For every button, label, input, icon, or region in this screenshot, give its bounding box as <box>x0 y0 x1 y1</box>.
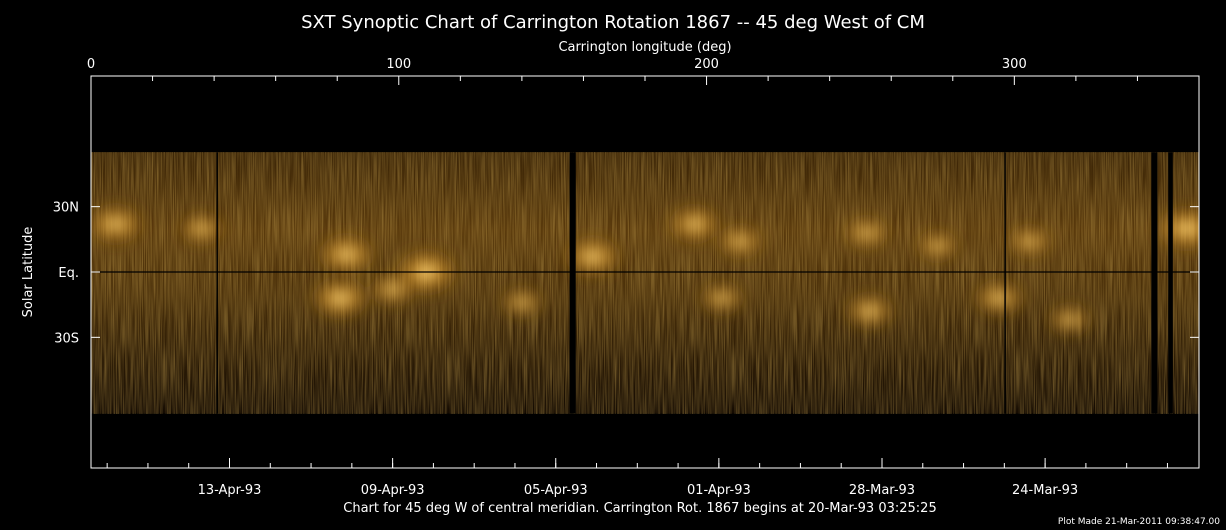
bottom-axis-tick-label: 01-Apr-93 <box>687 483 751 498</box>
chart-title: SXT Synoptic Chart of Carrington Rotatio… <box>301 12 925 33</box>
data-gap <box>1151 152 1158 414</box>
bright-region <box>1043 301 1096 339</box>
bright-region <box>969 276 1029 320</box>
bright-region <box>365 269 420 310</box>
top-axis-tick-label: 200 <box>694 57 719 72</box>
bright-region <box>1003 222 1056 261</box>
image-layer <box>91 152 1199 414</box>
bright-region <box>840 290 900 333</box>
left-axis-label: Solar Latitude <box>21 227 36 318</box>
plot-made-text: Plot Made 21-Mar-2011 09:38:47.00 <box>1058 517 1220 527</box>
bottom-axis-tick-label: 13-Apr-93 <box>198 483 262 498</box>
bright-region <box>496 284 547 321</box>
bottom-axis-tick-label: 28-Mar-93 <box>849 483 915 498</box>
axes: 0 100 200 300 30N Eq. 30S 13-Apr-93 09-Apr-93 05-… <box>53 57 1200 498</box>
data-gaps <box>569 152 1173 414</box>
bottom-axis-tick-label: 09-Apr-93 <box>361 483 425 498</box>
data-gap <box>569 152 576 414</box>
bright-regions <box>91 201 1199 339</box>
top-axis-tick-label: 100 <box>386 57 411 72</box>
left-axis-tick-label: 30N <box>53 201 79 216</box>
grain-band <box>91 152 1199 414</box>
top-axis-tick-label: 0 <box>87 57 95 72</box>
bright-region <box>663 202 725 247</box>
bright-region <box>695 279 749 317</box>
bright-region <box>175 209 228 248</box>
bottom-axis-tick-label: 05-Apr-93 <box>524 483 588 498</box>
bright-region <box>713 221 768 262</box>
bottom-axis-tick-label: 24-Mar-93 <box>1012 483 1078 498</box>
data-gap <box>1168 152 1173 414</box>
bright-region <box>840 214 893 252</box>
bright-region <box>912 227 963 264</box>
bright-region <box>1151 203 1199 254</box>
footer-text: Chart for 45 deg W of central meridian. … <box>343 501 936 516</box>
top-axis-tick-label: 300 <box>1002 57 1027 72</box>
bright-region <box>91 201 148 247</box>
bright-region <box>313 230 380 279</box>
bright-region <box>306 273 375 323</box>
top-axis-label: Carrington longitude (deg) <box>558 40 731 55</box>
left-axis-tick-label: Eq. <box>58 266 79 281</box>
bright-region <box>559 233 626 281</box>
longitude-lines <box>216 152 1006 414</box>
left-axis-tick-label: 30S <box>54 331 79 346</box>
